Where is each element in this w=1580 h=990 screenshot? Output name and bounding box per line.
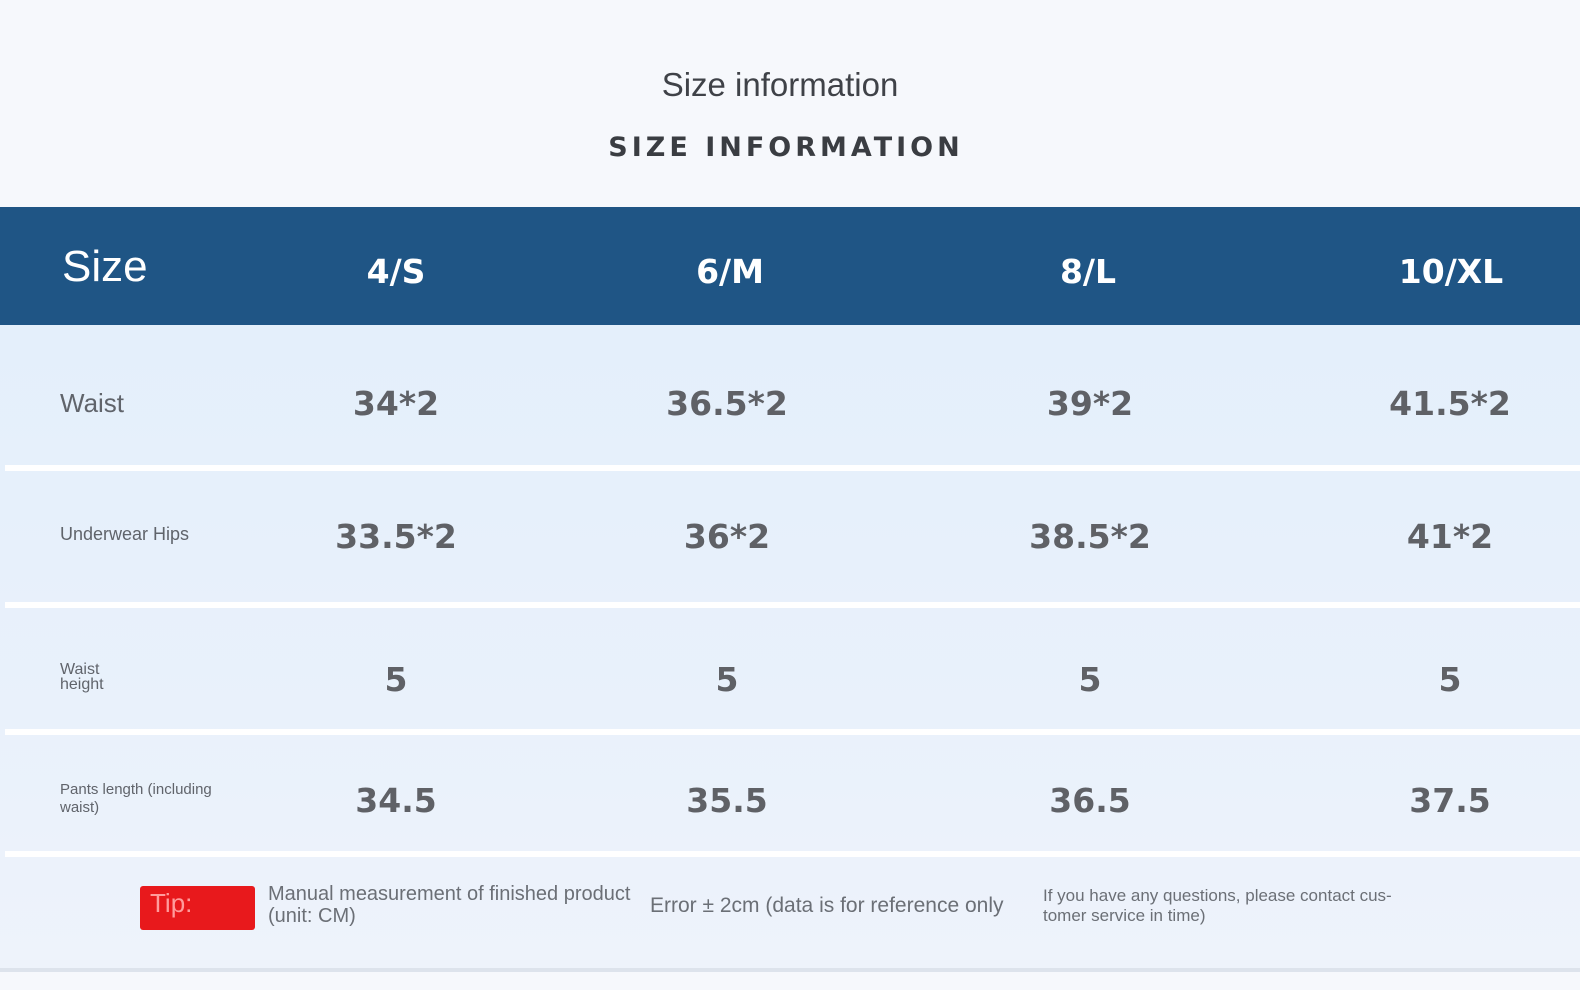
row-label-line: height xyxy=(60,676,104,693)
row-label-line: Pants length (including xyxy=(60,781,212,798)
note-error: Error ± 2cm (data is for reference only xyxy=(650,894,1004,917)
table-cell: 5 xyxy=(1078,660,1102,699)
row-label-line: Waist xyxy=(60,661,100,678)
table-cell: 33.5*2 xyxy=(335,517,457,556)
tip-label: Tip: xyxy=(150,888,193,918)
table-cell: 36.5*2 xyxy=(666,384,788,423)
table-cell: 34.5 xyxy=(355,781,437,820)
note-line: Manual measurement of finished product xyxy=(268,883,631,905)
row-label-line: waist) xyxy=(60,799,100,816)
note-contact: If you have any questions, please contac… xyxy=(1043,886,1392,926)
row-label-waist: Waist xyxy=(60,388,125,418)
row-label-waist-height: Waist height xyxy=(60,661,104,693)
table-cell: 34*2 xyxy=(352,384,440,423)
note-line: (unit: CM) xyxy=(268,905,356,927)
size-header-6m: 6/M xyxy=(696,252,764,291)
table-cell: 37.5 xyxy=(1409,781,1491,820)
size-header-4s: 4/S xyxy=(366,252,426,291)
row-divider xyxy=(5,729,1580,735)
row-divider xyxy=(5,465,1580,471)
table-cell: 36*2 xyxy=(683,517,771,556)
row-divider xyxy=(5,851,1580,857)
row-label-pants-length: Pants length (including waist) xyxy=(60,781,212,817)
table-cell: 38.5*2 xyxy=(1029,517,1151,556)
size-header-10xl: 10/XL xyxy=(1398,252,1504,291)
table-cell: 39*2 xyxy=(1046,384,1134,423)
tip-badge: Tip: xyxy=(140,886,255,930)
page-subtitle-caps: SIZE INFORMATION xyxy=(608,132,964,163)
note-line: If you have any questions, please contac… xyxy=(1043,886,1392,905)
table-cell: 36.5 xyxy=(1049,781,1131,820)
table-cell: 5 xyxy=(715,660,739,699)
row-label-underwear-hips: Underwear Hips xyxy=(60,524,190,544)
table-cell: 5 xyxy=(384,660,408,699)
size-header-label: Size xyxy=(62,242,148,291)
note-measurement: Manual measurement of finished product (… xyxy=(268,883,630,927)
page-title: Size information xyxy=(661,66,899,103)
table-cell: 41*2 xyxy=(1406,517,1494,556)
size-table-body xyxy=(0,325,1580,970)
size-header-8l: 8/L xyxy=(1059,252,1117,291)
table-cell: 5 xyxy=(1438,660,1462,699)
note-line: tomer service in time) xyxy=(1043,906,1206,925)
table-cell: 41.5*2 xyxy=(1389,384,1511,423)
bottom-border xyxy=(0,968,1580,972)
row-divider xyxy=(5,602,1580,608)
table-cell: 35.5 xyxy=(686,781,768,820)
